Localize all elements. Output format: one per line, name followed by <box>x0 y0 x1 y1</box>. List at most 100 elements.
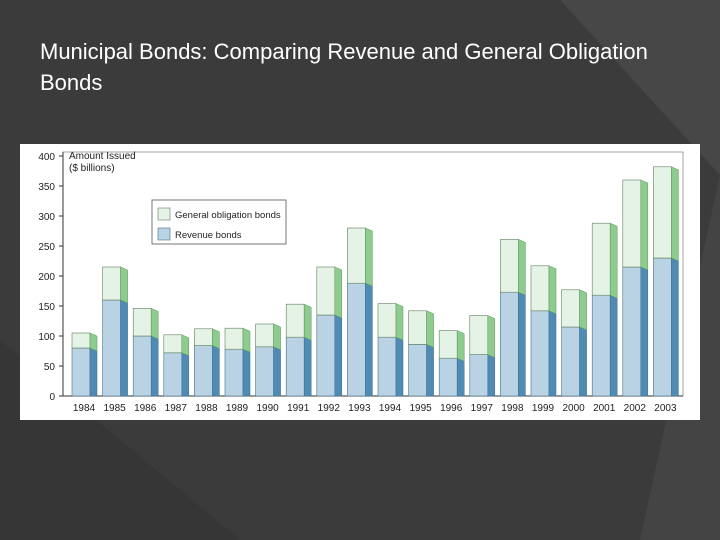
bar-revenue-side-1990 <box>273 346 281 397</box>
bar-revenue-side-1984 <box>89 347 98 397</box>
bar-revenue-side-1994 <box>395 336 404 397</box>
bar-general-1993 <box>347 227 366 284</box>
bar-general-side-1987 <box>181 334 190 357</box>
bar-general-1986 <box>132 308 152 337</box>
bar-general-side-1986 <box>150 308 159 340</box>
bar-revenue-side-1995 <box>426 344 434 397</box>
x-tick-label-1990: 1990 <box>256 403 279 414</box>
x-tick-label-1993: 1993 <box>348 403 371 414</box>
x-tick-label-1985: 1985 <box>103 403 126 414</box>
x-tick-label-1984: 1984 <box>73 403 96 414</box>
y-tick-label: 250 <box>38 242 55 253</box>
bar-revenue-side-2003 <box>671 257 679 397</box>
x-tick-label-1998: 1998 <box>501 403 524 414</box>
bar-revenue-1984 <box>71 347 91 397</box>
legend-label: Revenue bonds <box>175 230 242 241</box>
y-tick-label: 0 <box>49 392 55 403</box>
y-tick-label: 300 <box>38 212 55 223</box>
bar-revenue-side-1987 <box>181 352 190 397</box>
x-tick-label-1996: 1996 <box>440 403 463 414</box>
bar-revenue-2002 <box>622 266 642 397</box>
bar-general-1998 <box>500 239 519 293</box>
bar-general-side-1992 <box>334 266 343 319</box>
legend-label: General obligation bonds <box>175 210 281 221</box>
bar-general-1990 <box>255 323 274 348</box>
bar-revenue-1995 <box>408 344 427 397</box>
y-tick-label: 100 <box>38 332 55 343</box>
bar-general-side-1995 <box>426 310 434 348</box>
bar-revenue-side-1985 <box>120 299 128 397</box>
x-tick-label-1988: 1988 <box>195 403 218 414</box>
bar-revenue-side-1999 <box>548 310 557 397</box>
bar-general-side-2002 <box>640 179 649 271</box>
bar-revenue-side-2001 <box>609 294 618 397</box>
bar-general-side-2003 <box>671 166 679 262</box>
bar-revenue-side-1998 <box>518 291 526 397</box>
bar-general-1985 <box>102 266 121 301</box>
bar-general-side-1990 <box>273 323 281 351</box>
y-tick-label: 150 <box>38 302 55 313</box>
bar-general-2001 <box>591 222 611 296</box>
bar-revenue-side-1996 <box>456 357 465 397</box>
x-tick-label-1987: 1987 <box>165 403 188 414</box>
bar-general-side-2001 <box>609 222 618 299</box>
bar-revenue-side-1989 <box>242 348 251 397</box>
x-tick-label-1986: 1986 <box>134 403 157 414</box>
bar-revenue-1998 <box>500 291 519 397</box>
x-tick-label-1989: 1989 <box>226 403 249 414</box>
y-tick-label: 200 <box>38 272 55 283</box>
bar-general-side-1994 <box>395 303 404 341</box>
bar-revenue-side-2002 <box>640 266 649 397</box>
bar-revenue-side-1986 <box>150 335 159 397</box>
x-tick-label-1997: 1997 <box>471 403 494 414</box>
bar-revenue-side-2000 <box>579 326 587 397</box>
bar-revenue-2000 <box>561 326 580 397</box>
bar-general-1994 <box>377 303 397 338</box>
bar-general-side-1997 <box>487 315 496 358</box>
bar-general-2003 <box>653 166 672 259</box>
bar-general-side-1999 <box>548 265 557 315</box>
bar-general-1992 <box>316 266 336 316</box>
bar-revenue-1994 <box>377 336 397 397</box>
bar-general-2002 <box>622 179 642 268</box>
legend-box <box>151 199 287 245</box>
y-axis-label: Amount Issued <box>69 151 136 162</box>
bar-revenue-1987 <box>163 352 183 397</box>
y-tick-label: 350 <box>38 182 55 193</box>
bar-revenue-2003 <box>653 257 672 397</box>
bar-general-side-1996 <box>456 330 465 362</box>
x-tick-label-1991: 1991 <box>287 403 310 414</box>
slide-title: Municipal Bonds: Comparing Revenue and G… <box>40 39 648 95</box>
bar-revenue-1997 <box>469 354 489 397</box>
bar-general-side-1985 <box>120 266 128 304</box>
bar-revenue-side-1992 <box>334 314 343 397</box>
bar-general-1996 <box>438 330 458 359</box>
x-tick-label-2001: 2001 <box>593 403 616 414</box>
bar-revenue-1989 <box>224 348 244 397</box>
chart-panel: 0 50 100 150 200 250 300 350 400 Amount Issued ($ … <box>20 144 700 420</box>
bar-revenue-side-1991 <box>303 336 312 397</box>
bar-revenue-side-1988 <box>212 345 220 397</box>
bar-revenue-side-1997 <box>487 354 496 397</box>
bar-general-side-1984 <box>89 332 98 352</box>
bar-revenue-1988 <box>194 345 213 397</box>
y-tick-label: 50 <box>44 362 56 373</box>
bar-general-2000 <box>561 289 580 328</box>
bar-revenue-1999 <box>530 310 550 397</box>
bar-revenue-side-1993 <box>365 282 373 397</box>
bar-revenue-1992 <box>316 314 336 397</box>
bar-revenue-1986 <box>132 335 152 397</box>
x-tick-label-2003: 2003 <box>654 403 677 414</box>
x-tick-label-1992: 1992 <box>318 403 341 414</box>
bar-general-side-1988 <box>212 328 220 349</box>
x-tick-label-1995: 1995 <box>409 403 432 414</box>
bar-chart: 0 50 100 150 200 250 300 350 400 Amount Issued($ … <box>38 151 684 414</box>
bar-revenue-1985 <box>102 299 121 397</box>
bar-general-side-1993 <box>365 227 373 287</box>
x-tick-label-1994: 1994 <box>379 403 402 414</box>
bar-revenue-1996 <box>438 357 458 397</box>
bar-general-side-1991 <box>303 303 312 341</box>
bar-revenue-1993 <box>347 282 366 397</box>
x-tick-label-2002: 2002 <box>624 403 647 414</box>
legend-swatch <box>157 227 171 241</box>
